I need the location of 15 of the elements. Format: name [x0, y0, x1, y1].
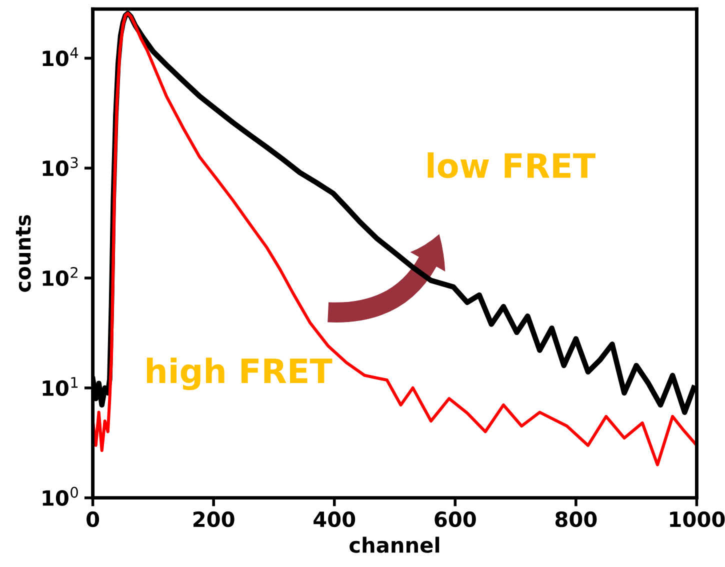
y-tick-label: 10$^{4}$ — [42, 47, 78, 66]
x-tick-label: 800 — [555, 511, 597, 528]
annotation: low FRET — [428, 152, 596, 178]
annotation: high FRET — [146, 358, 332, 390]
y-tick-label: 10$^{3}$ — [42, 157, 78, 176]
x-tick-label: 200 — [193, 511, 234, 528]
y-tick-label: 10$^{0}$ — [42, 486, 78, 506]
x-tick-label: 400 — [314, 511, 356, 528]
x-axis-title: channel — [350, 536, 440, 553]
y-tick-label: 10$^{2}$ — [42, 266, 78, 286]
x-tick-label: 600 — [434, 511, 476, 528]
y-axis-title: counts — [16, 215, 31, 292]
x-tick-label: 1000 — [670, 511, 725, 528]
x-tick-label: 0 — [86, 511, 100, 528]
y-tick-label: 10$^{1}$ — [42, 377, 78, 396]
